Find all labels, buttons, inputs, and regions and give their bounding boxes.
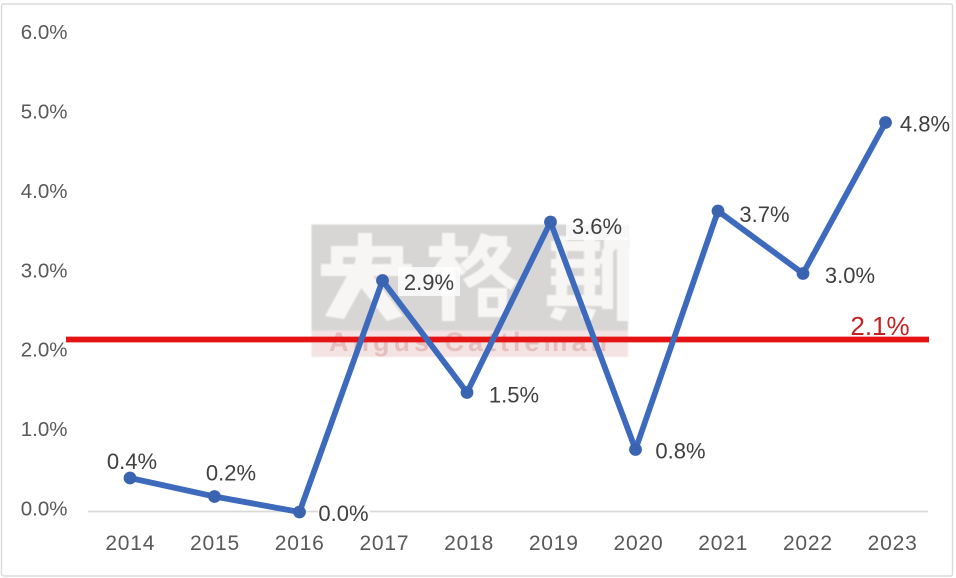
svg-text:3.6%: 3.6% <box>572 214 622 239</box>
svg-text:3.0%: 3.0% <box>21 259 68 282</box>
svg-text:0.0%: 0.0% <box>318 501 368 526</box>
svg-text:2021: 2021 <box>698 532 748 555</box>
svg-text:5.0%: 5.0% <box>21 101 68 124</box>
svg-text:2016: 2016 <box>275 532 325 555</box>
svg-text:3.0%: 3.0% <box>825 263 875 288</box>
svg-text:4.0%: 4.0% <box>21 180 68 203</box>
svg-text:2022: 2022 <box>783 532 833 555</box>
svg-text:2019: 2019 <box>529 532 579 555</box>
svg-text:1.0%: 1.0% <box>21 418 68 441</box>
svg-text:2.9%: 2.9% <box>404 270 454 295</box>
svg-text:2015: 2015 <box>190 532 240 555</box>
svg-text:0.2%: 0.2% <box>206 461 256 486</box>
svg-text:2014: 2014 <box>105 532 155 555</box>
svg-text:2020: 2020 <box>614 532 664 555</box>
svg-text:2017: 2017 <box>359 532 409 555</box>
svg-text:0.8%: 0.8% <box>655 439 705 464</box>
svg-text:2018: 2018 <box>444 532 494 555</box>
svg-text:0.4%: 0.4% <box>107 449 157 474</box>
svg-text:1.5%: 1.5% <box>489 383 539 408</box>
svg-text:2.0%: 2.0% <box>21 339 68 362</box>
svg-text:3.7%: 3.7% <box>739 202 789 227</box>
svg-text:2.1%: 2.1% <box>850 311 909 341</box>
svg-text:4.8%: 4.8% <box>900 112 950 137</box>
svg-text:0.0%: 0.0% <box>21 498 68 521</box>
svg-text:2023: 2023 <box>868 532 918 555</box>
svg-text:6.0%: 6.0% <box>21 21 68 44</box>
